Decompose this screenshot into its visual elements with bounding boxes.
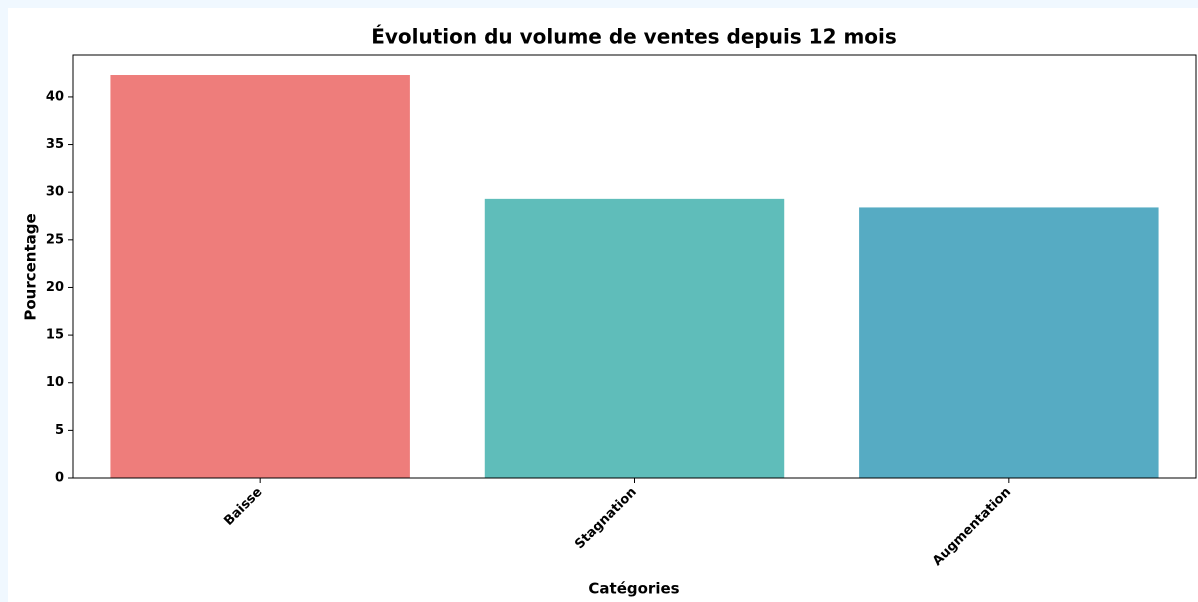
bar [484, 198, 785, 479]
chart-title: Évolution du volume de ventes depuis 12 … [371, 25, 897, 49]
y-tick-label: 35 [46, 137, 64, 152]
y-tick-label: 30 [46, 185, 64, 200]
x-axis-label: Catégories [588, 580, 679, 598]
y-tick-label: 10 [46, 375, 64, 390]
y-tick-label: 40 [46, 89, 64, 104]
axes-frame [72, 54, 1197, 479]
y-tick-label: 20 [46, 280, 64, 295]
bar [110, 75, 410, 478]
y-tick-label: 25 [46, 232, 64, 247]
y-tick-label: 15 [46, 328, 64, 343]
y-tick-label: 0 [55, 471, 64, 486]
y-tick-label: 5 [55, 423, 64, 438]
bar [859, 207, 1159, 478]
y-axis-label: Pourcentage [22, 213, 40, 320]
